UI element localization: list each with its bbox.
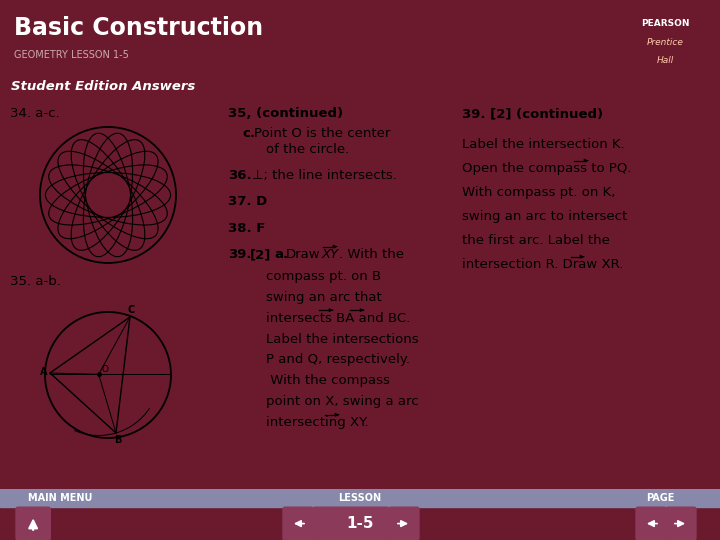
Text: Label the intersections: Label the intersections: [266, 333, 418, 346]
Text: 34. a-c.: 34. a-c.: [10, 107, 60, 120]
Text: point on X, swing a arc: point on X, swing a arc: [266, 395, 418, 408]
Text: Draw: Draw: [286, 248, 320, 261]
Text: GEOMETRY LESSON 1-5: GEOMETRY LESSON 1-5: [14, 50, 130, 59]
Text: A: A: [40, 367, 48, 377]
FancyBboxPatch shape: [283, 507, 313, 540]
Text: With the compass: With the compass: [266, 374, 390, 387]
Text: intersecting XY.: intersecting XY.: [266, 416, 369, 429]
FancyBboxPatch shape: [389, 507, 419, 540]
Text: 36.: 36.: [228, 169, 251, 182]
Text: 35, (continued): 35, (continued): [228, 107, 343, 120]
Text: Open the compass to PQ.: Open the compass to PQ.: [462, 162, 631, 175]
Text: c.: c.: [242, 127, 255, 140]
Text: ⊥; the line intersects.: ⊥; the line intersects.: [252, 169, 397, 182]
Text: . With the: . With the: [339, 248, 404, 261]
Text: Point O is the center: Point O is the center: [254, 127, 390, 140]
Text: 35. a-b.: 35. a-b.: [10, 275, 61, 288]
Text: PEARSON: PEARSON: [642, 19, 690, 28]
Text: swing an arc that: swing an arc that: [266, 291, 382, 303]
Text: of the circle.: of the circle.: [266, 143, 349, 156]
Text: MAIN MENU: MAIN MENU: [28, 493, 92, 503]
Text: Basic Construction: Basic Construction: [14, 16, 264, 40]
Text: With compass pt. on K,: With compass pt. on K,: [462, 186, 616, 199]
FancyBboxPatch shape: [16, 507, 50, 540]
FancyBboxPatch shape: [313, 507, 389, 540]
Text: [2]: [2]: [250, 248, 271, 261]
FancyBboxPatch shape: [636, 507, 666, 540]
Text: C: C: [128, 305, 135, 315]
Text: O: O: [102, 366, 109, 374]
Text: PAGE: PAGE: [646, 493, 674, 503]
Text: 38. F: 38. F: [228, 222, 266, 235]
Text: the first arc. Label the: the first arc. Label the: [462, 234, 610, 247]
Text: intersection R. Draw XR.: intersection R. Draw XR.: [462, 258, 624, 271]
FancyBboxPatch shape: [666, 507, 696, 540]
Text: 39.: 39.: [228, 248, 251, 261]
Text: 37. D: 37. D: [228, 195, 267, 208]
Text: Hall: Hall: [657, 56, 674, 65]
Text: Prentice: Prentice: [647, 38, 684, 47]
Text: 1-5: 1-5: [346, 516, 374, 531]
Bar: [0, 489, 720, 507]
Text: LESSON: LESSON: [338, 493, 382, 503]
Text: compass pt. on B: compass pt. on B: [266, 270, 381, 283]
Text: intersects BA and BC.: intersects BA and BC.: [266, 312, 410, 325]
Text: swing an arc to intersect: swing an arc to intersect: [462, 210, 627, 223]
Text: P and Q, respectively.: P and Q, respectively.: [266, 354, 410, 367]
Text: B: B: [114, 435, 122, 445]
Text: 39. [2] (continued): 39. [2] (continued): [462, 107, 603, 120]
Text: a.: a.: [274, 248, 288, 261]
Text: XY: XY: [322, 248, 339, 261]
Text: Label the intersection K.: Label the intersection K.: [462, 138, 625, 151]
Text: Student Edition Answers: Student Edition Answers: [11, 80, 195, 93]
